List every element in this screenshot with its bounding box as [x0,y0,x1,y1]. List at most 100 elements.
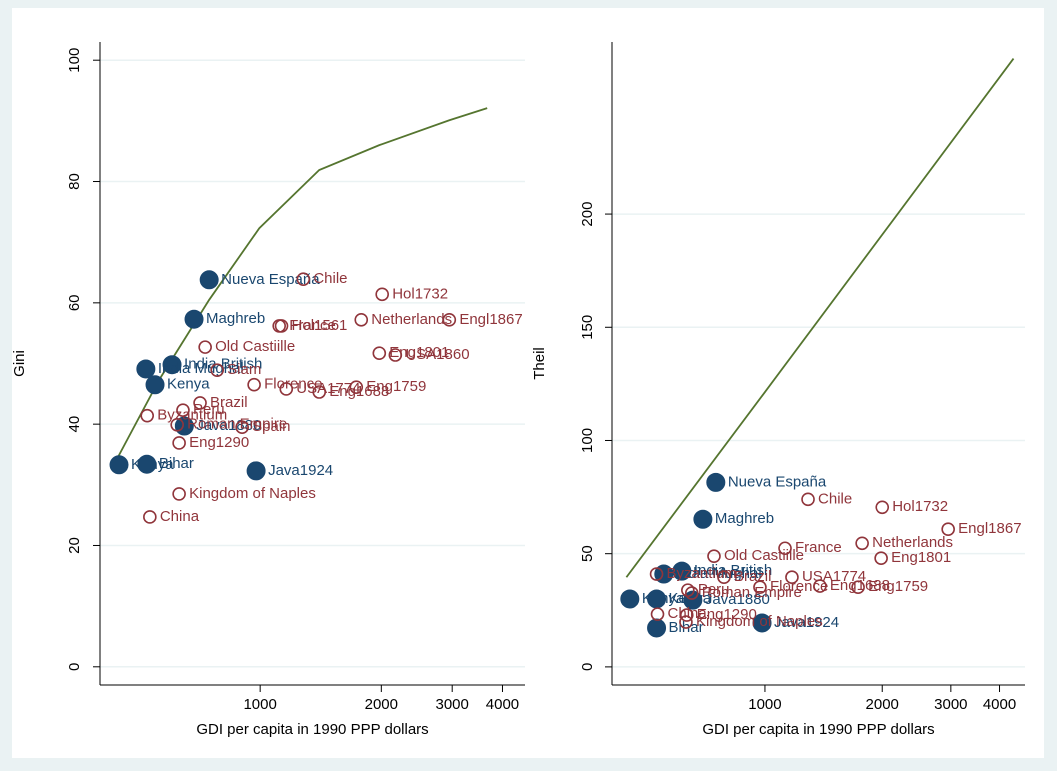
point-label: China [668,605,708,622]
point-label: Hol1732 [892,498,948,515]
point-label: Maghreb [715,510,774,527]
x-tick-label: 1000 [748,696,781,713]
point-label: Eng1801 [891,549,951,566]
hollow-point [855,536,869,551]
y-tick-label: 0 [66,663,83,671]
hollow-point [874,551,888,566]
hollow-point [801,492,815,507]
x-axis-title: GDI per capita in 1990 PPP dollars [702,721,934,738]
point-label: Eng1688 [830,577,890,594]
point-label: Eng1759 [366,378,426,395]
point-label: Brazil [210,394,248,411]
y-tick-label: 100 [579,428,596,453]
point-label: Spain [252,418,290,435]
point-label: Engl1867 [459,311,522,328]
filled-point [693,509,713,529]
y-tick-label: 50 [579,545,596,562]
point-label: Roman Empire [702,584,802,601]
hollow-point [372,346,387,360]
y-tick-label: 60 [66,294,83,311]
x-tick-label: 4000 [486,696,519,713]
y-tick-label: 40 [66,416,83,433]
filled-point [199,270,219,290]
hollow-point [235,420,249,434]
filled-point [672,561,692,581]
point-label: India British [694,562,772,579]
point-label: Florence [264,376,322,393]
hollow-point [649,567,664,581]
point-label: Brazil [734,568,772,585]
point-label: Old Castiille [724,547,804,564]
point-label: Hol1732 [392,285,448,302]
hollow-point [753,580,767,594]
filled-point [647,618,667,638]
hollow-point [354,313,369,327]
hollow-point [279,382,294,396]
point-label: Netherlands [371,311,452,328]
hollow-point [851,580,865,594]
hollow-point [684,586,699,600]
hollow-point [679,608,694,622]
point-label: Java1924 [268,462,333,479]
point-label: USA1774 [296,380,360,397]
hollow-point [198,340,212,354]
filled-point [162,355,182,375]
hollow-point [274,319,289,333]
filled-point [109,455,129,475]
hollow-point [143,510,157,524]
point-label: Kenya [167,376,210,393]
hollow-point [717,570,731,585]
point-label: Eng1290 [697,606,757,623]
y-tick-label: 80 [66,173,83,190]
hollow-point [170,417,184,432]
filled-point [184,309,204,329]
y-axis-title: Theil [531,347,548,380]
y-tick-label: 20 [66,537,83,554]
filled-point [246,461,266,481]
point-label: France [795,539,842,556]
point-label: Eng1290 [189,434,249,451]
point-label: Kingdom of Naples [189,485,316,502]
hollow-point [172,436,186,450]
y-tick-label: 0 [579,663,596,671]
filled-point [136,359,156,379]
fit-line [625,57,1015,578]
filled-point [752,613,772,633]
point-label: India British [184,356,262,373]
point-label: Peru [193,401,225,418]
x-tick-label: 3000 [934,696,967,713]
hollow-point [679,615,693,629]
x-tick-label: 3000 [436,696,469,713]
hollow-point [172,487,186,501]
filled-point [647,589,667,609]
hollow-point [388,348,403,362]
y-tick-label: 150 [579,315,596,340]
point-label: Chile [313,270,347,287]
point-label: Eng1801 [389,344,449,361]
point-label: Java1924 [774,614,839,631]
point-label: Netherlands [872,534,953,551]
point-label: USA1860 [405,346,469,363]
point-label: Byzantium [667,565,737,582]
y-tick-label: 200 [579,202,596,227]
hollow-point [375,287,389,302]
hollow-point [442,313,457,327]
point-label: France [289,317,336,334]
hollow-point [176,403,190,418]
point-label: Bihar [159,455,194,472]
point-label: Florence [770,578,828,595]
x-tick-label: 2000 [365,696,398,713]
hollow-point [875,500,890,515]
point-label: Nueva España [728,473,827,490]
point-label: Java1880 [705,591,770,608]
x-axis-title: GDI per capita in 1990 PPP dollars [196,721,428,738]
point-label: Siam [227,361,261,378]
hollow-point [650,607,665,621]
hollow-point [707,549,721,563]
point-label: China [160,508,200,525]
point-label: Hol1561 [292,317,348,334]
hollow-point [247,377,261,392]
hollow-point [941,522,955,537]
